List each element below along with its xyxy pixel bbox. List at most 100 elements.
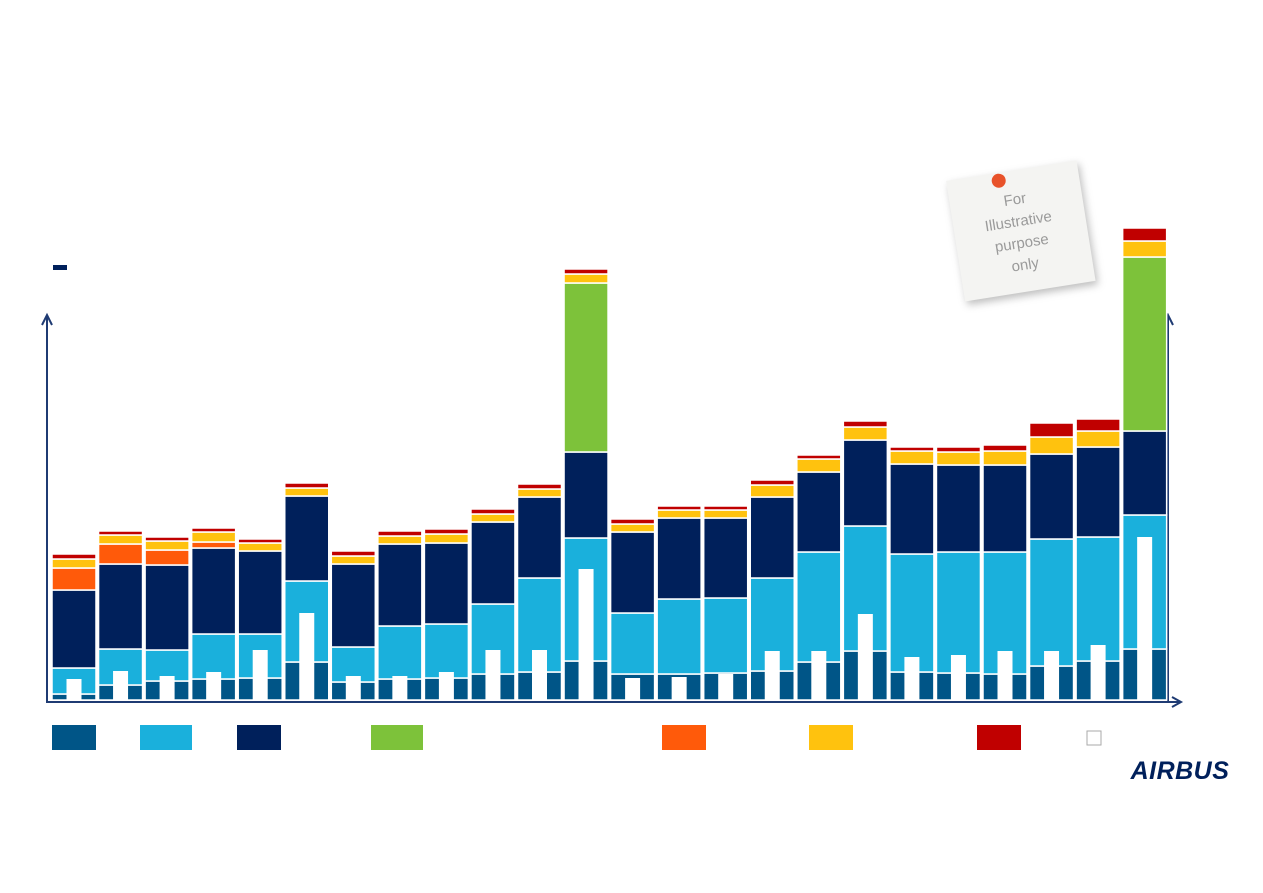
overlay-bar [904, 657, 920, 700]
bar-segment [97, 543, 144, 565]
bar-segment [702, 517, 749, 599]
bar-segment [609, 531, 656, 614]
bar-segment [656, 598, 702, 675]
bar-segment [656, 505, 702, 511]
bar-segment [982, 464, 1028, 553]
bar-segment [190, 541, 237, 549]
bar-segment [1121, 227, 1168, 242]
overlay-bar [1044, 651, 1060, 700]
overlay-bar [625, 678, 641, 700]
legend-swatch [237, 725, 281, 750]
bar-segment [330, 555, 377, 565]
logo: AIRBUS [1130, 757, 1230, 785]
bar-segment [190, 547, 237, 635]
bar-segment [702, 505, 749, 511]
bar-segment [1075, 536, 1121, 662]
bar-segment [51, 553, 97, 560]
bar-segment [330, 550, 377, 557]
overlay-bar [578, 569, 594, 700]
note-line: only [1010, 254, 1040, 275]
overlay-bar [811, 651, 827, 700]
bar-segment [377, 535, 423, 545]
overlay-bar [159, 676, 175, 700]
bar-segment [97, 563, 144, 650]
legend-swatch [809, 725, 853, 750]
note-paper [946, 160, 1096, 302]
legend-swatch [662, 725, 706, 750]
bar-segment [284, 487, 330, 497]
legend-swatch [371, 725, 423, 750]
bar-segment [1028, 436, 1075, 455]
bar-segment [563, 282, 609, 453]
bar-segment [51, 558, 97, 569]
bar-segment [470, 513, 516, 523]
bar-segment [982, 444, 1028, 452]
bar-segment [1121, 430, 1168, 516]
bar-segment [563, 268, 609, 275]
legend-swatch [140, 725, 192, 750]
overlay-bar [997, 651, 1013, 700]
bar-segment [144, 549, 190, 566]
overlay-bar [299, 613, 315, 700]
overlay-bar [1090, 645, 1106, 700]
bar-segment [330, 563, 377, 648]
overlay-bar [532, 650, 547, 700]
bar-segment [470, 521, 516, 605]
bar-segment [1075, 418, 1121, 432]
bar-segment [284, 482, 330, 489]
overlay-bar [66, 679, 82, 700]
overlay-bar [950, 655, 966, 700]
bar-segment [656, 509, 702, 519]
bar-segment [284, 495, 330, 582]
overlay-bar [485, 650, 501, 700]
overlay-bar [206, 672, 222, 700]
bar-segment [516, 496, 563, 579]
bar-segment [423, 542, 470, 625]
overlay-bar [1137, 537, 1153, 700]
bar-segment [889, 446, 935, 452]
bar-segment [842, 439, 889, 527]
bar-segment [889, 553, 935, 673]
legend-swatch [977, 725, 1021, 750]
bar-segment [423, 528, 470, 535]
overlay-bar [252, 650, 268, 700]
bar-segment [889, 463, 935, 555]
bar-segment [516, 483, 563, 490]
bar-segment [51, 567, 97, 591]
bar-segment [796, 458, 842, 473]
bar-segment [609, 523, 656, 533]
bar-segment [889, 450, 935, 465]
bar-segment [377, 625, 423, 680]
bar-segment [1121, 256, 1168, 432]
bar-segment [609, 612, 656, 675]
bar-segment [51, 589, 97, 669]
overlay-bar [857, 614, 873, 700]
bar-segment [423, 533, 470, 544]
left-arrow [41, 312, 53, 326]
bar-segment [563, 273, 609, 284]
pin [991, 173, 1006, 188]
title-marker [53, 265, 67, 270]
legend-swatch [1086, 730, 1102, 746]
bar-segment [190, 527, 237, 533]
overlay-bar [345, 676, 361, 700]
overlay-bar [671, 677, 687, 700]
bar-segment [749, 496, 795, 579]
axes [41, 312, 1184, 708]
bar-segment [190, 531, 237, 543]
bar-segment [237, 550, 283, 635]
bar-segment [702, 509, 749, 519]
bar-segment [1121, 240, 1168, 258]
overlay-bar [113, 671, 129, 700]
bar-segment [1028, 538, 1075, 667]
bar-segment [1075, 446, 1121, 538]
bar-segment [842, 426, 889, 441]
bar-segment [796, 471, 842, 553]
bar-segment [935, 551, 982, 674]
bar-segment [935, 464, 982, 553]
bar-segment [656, 517, 702, 600]
bar-segment [144, 536, 190, 542]
overlay-bar [764, 651, 780, 700]
bar-segment [563, 451, 609, 539]
